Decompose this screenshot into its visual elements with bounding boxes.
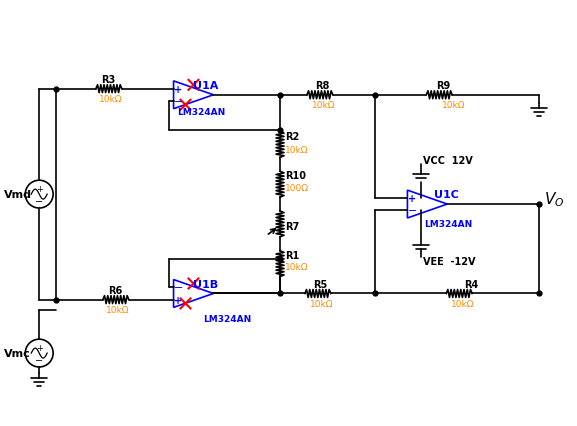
Text: −: − xyxy=(35,355,43,365)
Text: LM324AN: LM324AN xyxy=(424,220,473,229)
Text: 10kΩ: 10kΩ xyxy=(99,95,122,104)
Text: R10: R10 xyxy=(285,171,306,181)
Text: R7: R7 xyxy=(285,222,299,231)
Text: −: − xyxy=(174,97,183,106)
Text: R2: R2 xyxy=(285,131,299,141)
Text: −: − xyxy=(408,206,417,216)
Text: LM324AN: LM324AN xyxy=(178,108,226,117)
Text: 10kΩ: 10kΩ xyxy=(310,299,334,308)
Text: U1B: U1B xyxy=(193,279,219,289)
Text: LM324AN: LM324AN xyxy=(204,314,252,323)
Text: +: + xyxy=(174,84,182,95)
Text: R9: R9 xyxy=(436,81,451,91)
Text: U1C: U1C xyxy=(434,190,459,200)
Text: VEE  -12V: VEE -12V xyxy=(424,256,476,266)
Text: R6: R6 xyxy=(108,285,122,295)
Text: +: + xyxy=(36,343,43,352)
Text: 10kΩ: 10kΩ xyxy=(451,299,475,308)
Text: Vmd: Vmd xyxy=(5,190,32,200)
Text: 100Ω: 100Ω xyxy=(285,183,309,192)
Text: +: + xyxy=(409,193,417,204)
Text: 10kΩ: 10kΩ xyxy=(442,101,466,110)
Text: 10kΩ: 10kΩ xyxy=(285,262,309,271)
Text: R5: R5 xyxy=(313,279,327,289)
Text: Vmc: Vmc xyxy=(5,348,31,358)
Text: U1A: U1A xyxy=(193,81,219,91)
Text: R4: R4 xyxy=(464,279,478,289)
Text: 10kΩ: 10kΩ xyxy=(312,101,335,110)
Text: R3: R3 xyxy=(101,75,115,84)
Text: −: − xyxy=(174,283,183,293)
Text: R1: R1 xyxy=(285,250,299,260)
Text: +: + xyxy=(36,184,43,193)
Text: 10kΩ: 10kΩ xyxy=(106,305,129,314)
Text: R8: R8 xyxy=(315,81,329,91)
Text: +: + xyxy=(174,295,182,305)
Text: −: − xyxy=(35,197,43,207)
Text: 10kΩ: 10kΩ xyxy=(285,146,309,155)
Text: VCC  12V: VCC 12V xyxy=(424,156,473,166)
Text: $\mathit{V_O}$: $\mathit{V_O}$ xyxy=(544,190,564,209)
